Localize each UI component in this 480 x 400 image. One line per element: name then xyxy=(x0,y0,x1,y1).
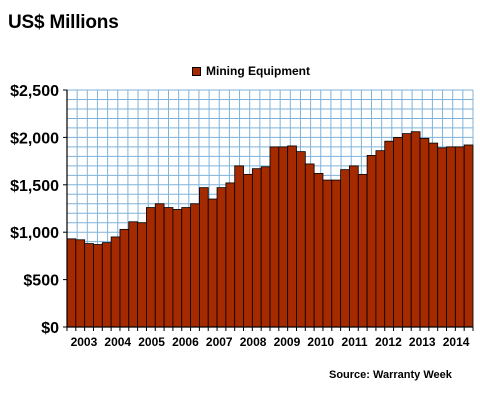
x-tick-label: 2014 xyxy=(443,335,470,349)
bar xyxy=(181,207,191,328)
bar xyxy=(101,242,112,328)
bar xyxy=(198,187,209,328)
bar xyxy=(401,133,412,328)
bar xyxy=(428,142,439,328)
bar xyxy=(366,155,377,328)
x-tick-label: 2010 xyxy=(307,335,334,349)
bar xyxy=(304,163,315,328)
bar xyxy=(375,150,386,328)
x-tick-label: 2005 xyxy=(138,335,165,349)
y-tick-label: $2,000 xyxy=(10,130,59,147)
legend-swatch xyxy=(192,66,201,76)
bar xyxy=(269,146,280,328)
bar xyxy=(340,169,350,328)
chart-title: US$ Millions xyxy=(8,12,119,33)
legend-label: Mining Equipment xyxy=(206,64,310,78)
bar xyxy=(384,140,394,328)
x-tick-label: 2009 xyxy=(274,335,301,349)
x-tick-label: 2013 xyxy=(409,335,436,349)
bar xyxy=(66,238,77,328)
bar xyxy=(110,236,121,328)
bar xyxy=(278,146,289,328)
x-tick-label: 2012 xyxy=(375,335,402,349)
bar xyxy=(251,168,262,328)
bar xyxy=(84,243,94,328)
bar xyxy=(357,173,368,328)
y-tick-label: $500 xyxy=(23,273,59,290)
bar xyxy=(93,244,103,328)
bar xyxy=(216,187,227,328)
y-tick-label: $1,000 xyxy=(10,225,59,242)
bar xyxy=(349,165,359,328)
bar xyxy=(146,207,156,328)
bar xyxy=(410,131,421,328)
bar xyxy=(446,146,456,328)
x-tick-label: 2004 xyxy=(104,335,131,349)
x-tick-label: 2008 xyxy=(240,335,267,349)
bar xyxy=(313,173,324,328)
bar xyxy=(172,209,183,328)
bar xyxy=(463,144,474,328)
x-tick-label: 2006 xyxy=(172,335,199,349)
x-axis-tick-labels: 2003 2004 2005 2006 2007 2008 2009 2010 2011 2012… xyxy=(71,335,470,349)
bar xyxy=(137,222,147,328)
bar xyxy=(260,166,271,328)
bar xyxy=(243,173,253,328)
bar xyxy=(154,203,165,328)
bar xyxy=(437,147,447,328)
y-tick-label: $0 xyxy=(41,320,59,337)
bar xyxy=(190,203,200,328)
x-tick-label: 2007 xyxy=(206,335,233,349)
bar xyxy=(207,198,218,328)
source-note: Source: Warranty Week xyxy=(329,369,452,381)
bar xyxy=(163,207,174,328)
axes xyxy=(63,89,474,331)
y-axis-tick-labels: $0 $500 $1,000 $1,500 $2,000 $2,500 xyxy=(10,83,59,337)
bar xyxy=(119,228,130,328)
bar xyxy=(234,165,244,328)
legend: Mining Equipment xyxy=(192,64,310,78)
bar xyxy=(296,151,306,328)
bar xyxy=(393,136,403,328)
bar xyxy=(454,146,465,328)
bar xyxy=(322,179,333,328)
y-tick-label: $1,500 xyxy=(10,178,59,195)
y-tick-label: $2,500 xyxy=(10,83,59,100)
bar xyxy=(419,137,430,328)
bar xyxy=(331,179,342,328)
x-tick-label: 2003 xyxy=(71,335,98,349)
bar xyxy=(75,239,86,328)
bar xyxy=(225,182,236,328)
bar xyxy=(287,145,297,328)
x-tick-label: 2011 xyxy=(342,335,368,349)
bar xyxy=(128,221,139,328)
